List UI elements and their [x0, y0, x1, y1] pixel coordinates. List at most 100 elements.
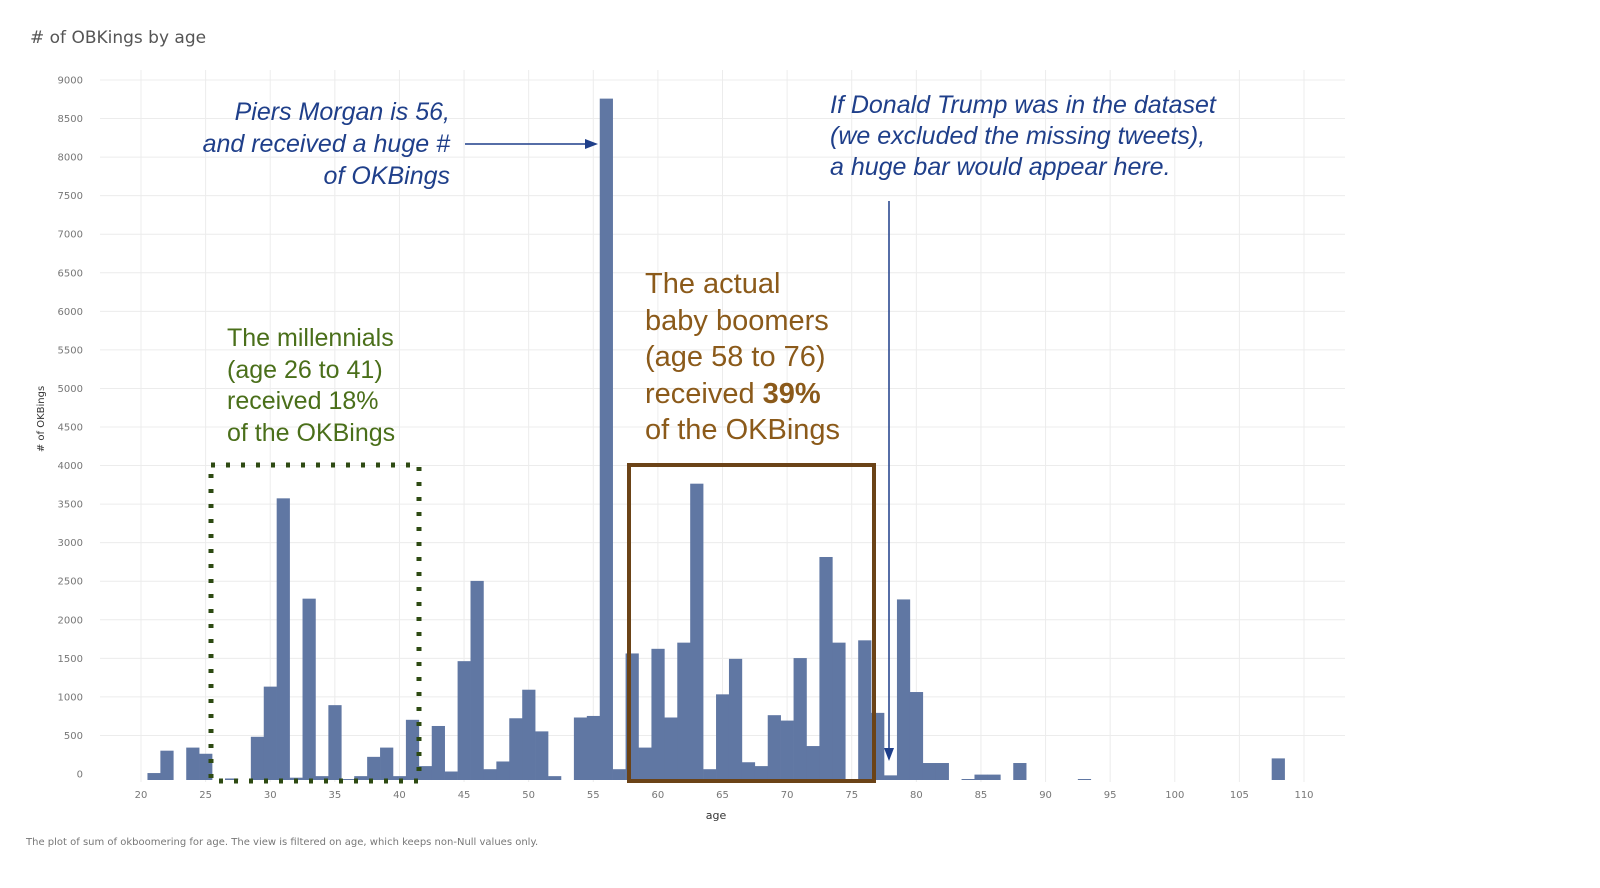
piers-morgan-annotation: Piers Morgan is 56, and received a huge …	[160, 96, 450, 192]
trump-annotation: If Donald Trump was in the dataset (we e…	[830, 90, 1216, 183]
bar-age-37	[354, 776, 368, 780]
millennials-line: (age 26 to 41)	[227, 355, 383, 384]
bar-age-39	[380, 747, 394, 780]
x-tick-label: 105	[1230, 790, 1249, 801]
trump-arrow-head	[884, 748, 894, 761]
trump-line: a huge bar would appear here.	[830, 153, 1171, 181]
x-tick-label: 40	[393, 790, 406, 801]
y-axis-title: # of OKBings	[36, 386, 47, 452]
x-tick-label: 75	[845, 790, 858, 801]
y-tick-label: 6000	[58, 307, 83, 318]
bar-age-45	[457, 661, 471, 780]
bar-age-79	[896, 599, 911, 780]
trump-line: (we excluded the missing tweets),	[830, 122, 1206, 150]
piers-line: of OKBings	[323, 162, 450, 190]
y-tick-label: 1000	[58, 692, 83, 703]
bar-age-21	[147, 773, 161, 780]
bar-age-36	[341, 779, 355, 780]
boomers-percentage: 39%	[762, 377, 821, 410]
x-tick-label: 95	[1104, 790, 1117, 801]
bar-age-46	[470, 580, 484, 780]
bar-age-52	[548, 776, 562, 780]
y-tick-labels: 0 500 1000 1500 2000 2500 3000 3500 4000 4500 5000…	[58, 76, 83, 781]
bar-age-59	[638, 747, 652, 780]
y-tick-label: 3000	[58, 538, 83, 549]
bar-age-66	[728, 658, 743, 780]
bar-age-85	[974, 774, 988, 780]
bar-age-38	[367, 756, 381, 780]
bar-age-69	[767, 715, 781, 780]
y-tick-label: 4500	[58, 423, 83, 434]
x-tick-labels: 20 25 30 35 40 45 50 55 60 65 70 75 80 85 90 95 100 105 11…	[135, 790, 1314, 801]
piers-line: and received a huge #	[202, 130, 450, 158]
bar-age-47	[483, 769, 497, 780]
x-tick-label: 50	[522, 790, 535, 801]
boomers-annotation: The actual baby boomers (age 58 to 76) r…	[645, 266, 840, 449]
bar-age-71	[793, 658, 807, 780]
x-tick-label: 90	[1039, 790, 1052, 801]
y-tick-label: 5500	[58, 345, 83, 356]
bar-age-108	[1271, 758, 1285, 780]
y-tick-label: 500	[64, 731, 83, 742]
millennials-annotation: The millennials (age 26 to 41) received …	[227, 323, 395, 449]
millennials-line: received 18%	[227, 387, 379, 415]
x-tick-label: 20	[135, 790, 148, 801]
y-tick-label: 7000	[58, 230, 83, 241]
boomers-received-prefix: received	[645, 377, 763, 410]
bar-age-51	[535, 731, 549, 780]
bar-age-88	[1013, 763, 1027, 780]
x-tick-label: 60	[652, 790, 665, 801]
bar-age-41	[405, 719, 420, 780]
bar-age-82	[935, 763, 949, 780]
bar-age-50	[522, 689, 536, 780]
y-tick-label: 6500	[58, 268, 83, 279]
y-tick-label: 0	[77, 770, 83, 781]
bar-age-33	[302, 598, 316, 780]
x-tick-label: 45	[458, 790, 471, 801]
bar-age-86	[987, 774, 1001, 780]
y-tick-label: 4000	[58, 461, 83, 472]
x-tick-label: 55	[587, 790, 600, 801]
bar-age-65	[716, 694, 730, 780]
bar-age-43	[431, 725, 445, 780]
bar-age-61	[664, 717, 678, 780]
bars	[147, 98, 1285, 781]
bar-age-34	[315, 776, 329, 780]
x-tick-label: 25	[199, 790, 212, 801]
bar-age-80	[909, 692, 924, 780]
y-tick-label: 1500	[58, 654, 83, 665]
bar-age-22	[160, 750, 174, 780]
y-tick-label: 2000	[58, 615, 83, 626]
bar-age-74	[832, 642, 846, 780]
chart-caption: The plot of sum of okboomering for age. …	[26, 837, 539, 848]
boomers-line: baby boomers	[645, 304, 829, 337]
bar-age-73	[819, 556, 833, 780]
x-tick-label: 110	[1294, 790, 1313, 801]
bar-age-84	[961, 779, 975, 780]
x-tick-label: 100	[1165, 790, 1184, 801]
bar-age-72	[806, 746, 820, 780]
bar-age-29	[250, 736, 265, 780]
millennials-line: The millennials	[227, 324, 394, 352]
y-tick-label: 2500	[58, 577, 83, 588]
bar-age-63	[690, 483, 704, 780]
y-tick-label: 7500	[58, 191, 83, 202]
bar-age-48	[496, 761, 510, 780]
x-tick-label: 70	[781, 790, 794, 801]
bar-age-93	[1077, 779, 1092, 780]
bar-age-44	[444, 771, 458, 780]
chart-title: # of OBKings by age	[30, 28, 207, 48]
piers-line: Piers Morgan is 56,	[234, 98, 450, 126]
trump-line: If Donald Trump was in the dataset	[830, 91, 1216, 119]
piers-arrow-head	[585, 139, 598, 149]
bar-age-31	[276, 498, 290, 780]
x-tick-label: 35	[328, 790, 341, 801]
x-axis-title: age	[706, 809, 727, 822]
boomers-line: The actual	[645, 268, 781, 300]
bar-age-55	[586, 715, 601, 780]
bar-age-81	[922, 763, 937, 780]
boomers-received-line: received 39%	[645, 376, 840, 413]
boomers-line: of the OKBings	[645, 414, 841, 446]
bar-age-64	[703, 769, 717, 780]
